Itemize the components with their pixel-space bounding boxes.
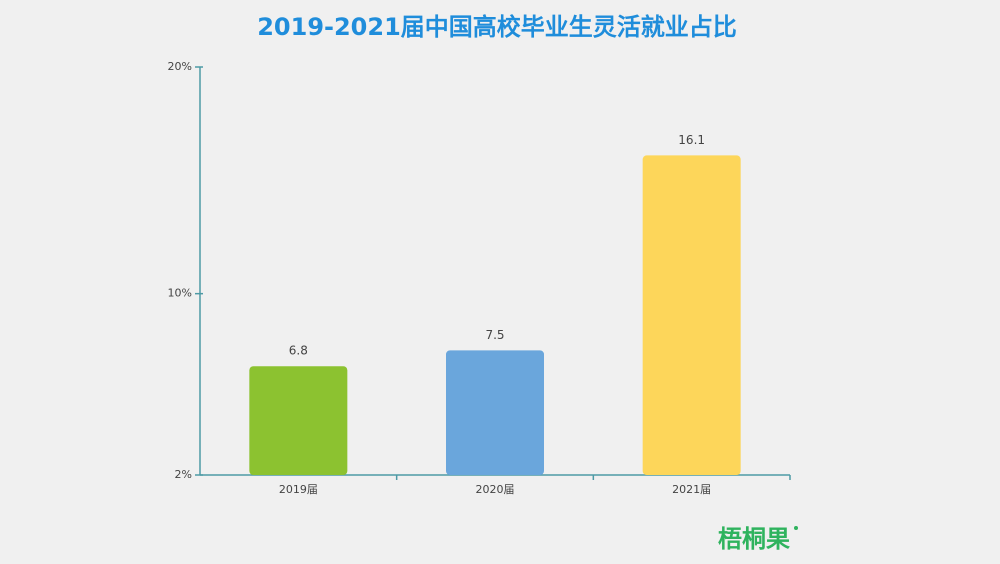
y-tick-label: 10% bbox=[168, 287, 192, 300]
watermark-dot bbox=[794, 526, 798, 530]
chart-title: 2019-2021届中国高校毕业生灵活就业占比 bbox=[257, 13, 737, 41]
bar bbox=[249, 366, 348, 475]
watermark: 梧桐果 bbox=[718, 525, 790, 553]
bar bbox=[642, 155, 741, 475]
x-tick-label: 2020届 bbox=[476, 483, 515, 496]
data-label: 6.8 bbox=[289, 344, 308, 358]
y-tick-label: 2% bbox=[175, 468, 192, 481]
x-tick-label: 2019届 bbox=[279, 483, 318, 496]
bar bbox=[446, 350, 544, 475]
y-tick-label: 20% bbox=[168, 60, 192, 73]
x-tick-label: 2021届 bbox=[672, 483, 711, 496]
data-label: 7.5 bbox=[485, 328, 504, 342]
data-label: 16.1 bbox=[678, 133, 705, 147]
